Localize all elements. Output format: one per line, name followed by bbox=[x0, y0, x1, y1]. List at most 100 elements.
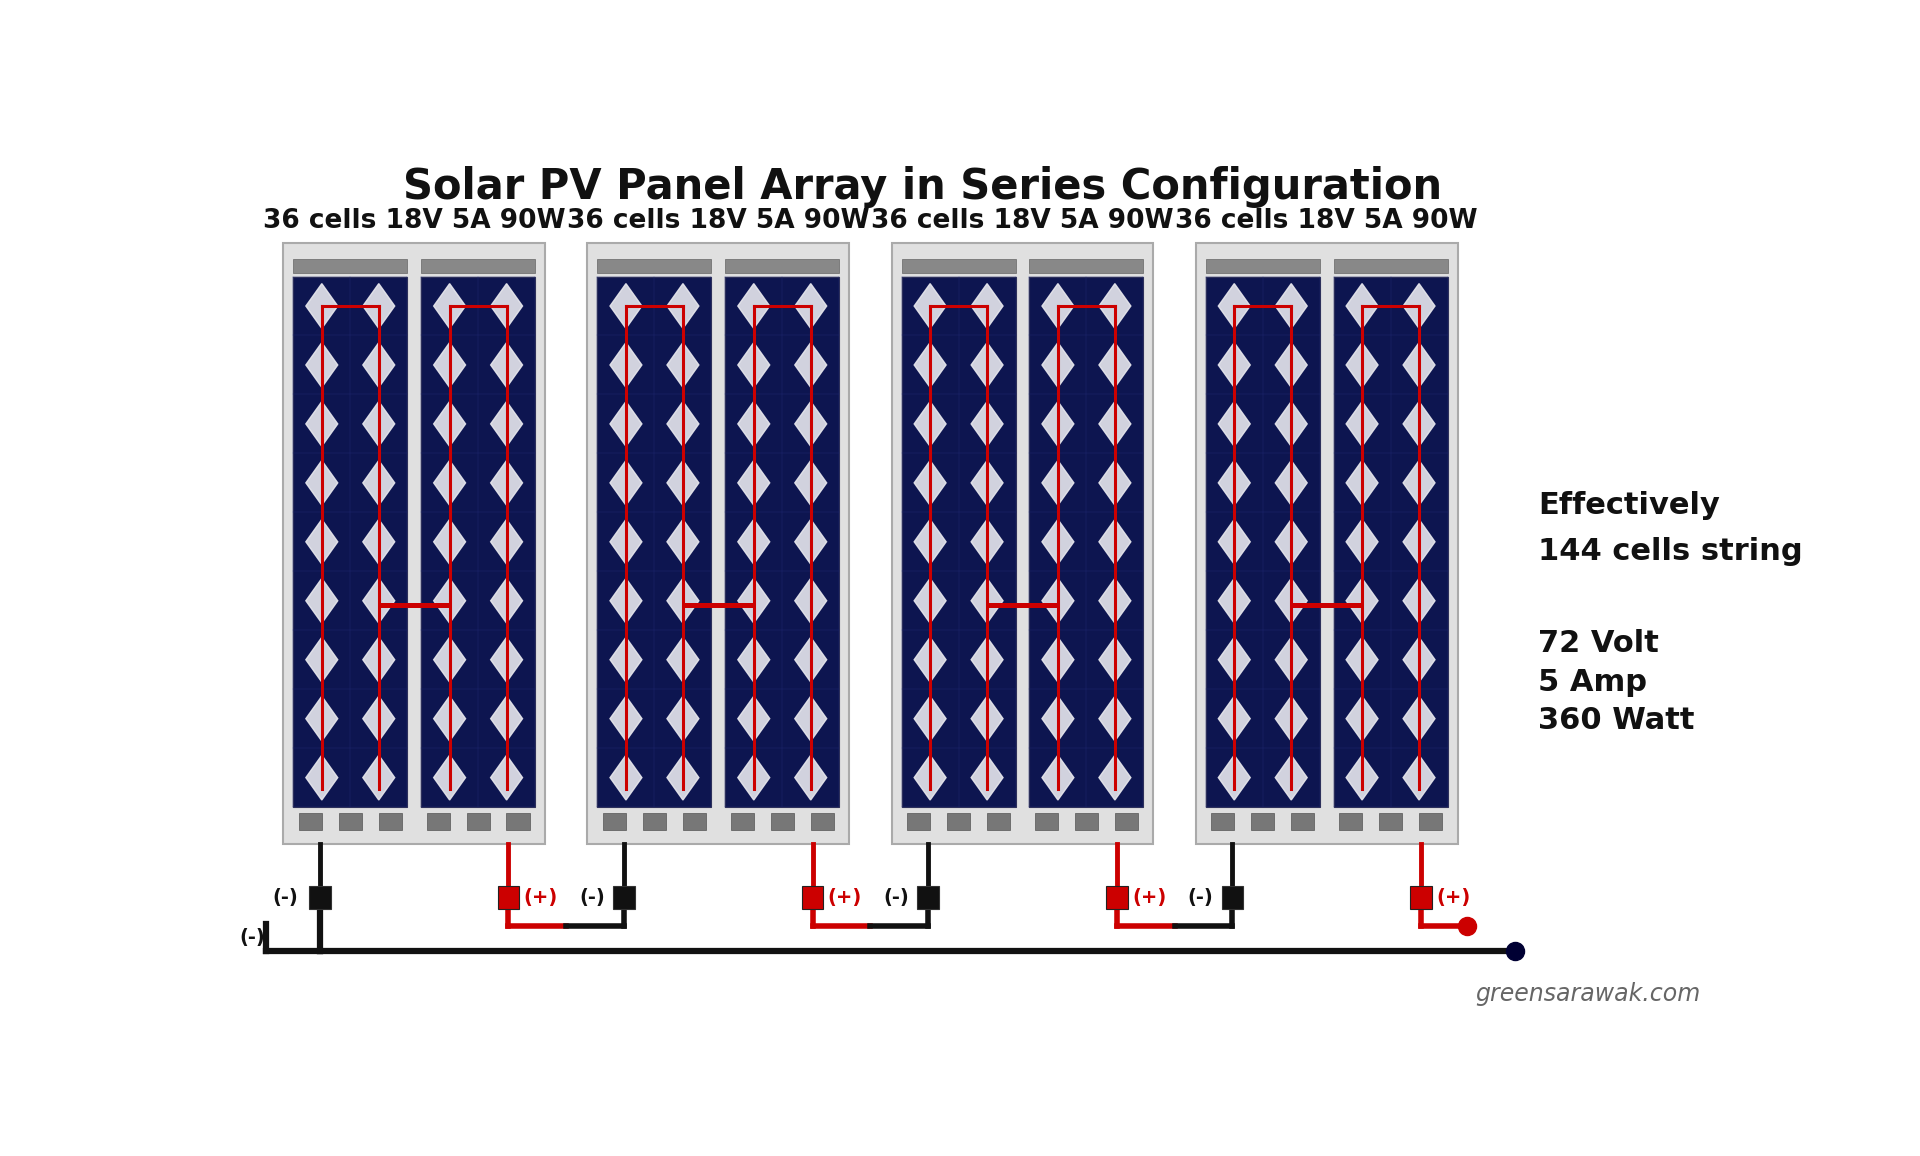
Text: 144 cells string: 144 cells string bbox=[1538, 536, 1803, 566]
Polygon shape bbox=[1404, 578, 1434, 623]
Bar bbox=[507, 813, 530, 830]
Bar bbox=[588, 244, 849, 844]
Bar bbox=[1035, 813, 1058, 830]
Polygon shape bbox=[666, 755, 699, 800]
Polygon shape bbox=[1219, 637, 1250, 682]
Bar bbox=[1334, 276, 1448, 807]
Polygon shape bbox=[1219, 283, 1250, 328]
Polygon shape bbox=[972, 401, 1002, 446]
Text: (+): (+) bbox=[1436, 889, 1471, 907]
Polygon shape bbox=[1043, 755, 1073, 800]
Polygon shape bbox=[434, 696, 465, 741]
Bar bbox=[1379, 813, 1402, 830]
Polygon shape bbox=[1043, 696, 1073, 741]
Polygon shape bbox=[492, 460, 522, 505]
Polygon shape bbox=[1098, 342, 1131, 387]
Polygon shape bbox=[1275, 460, 1308, 505]
Polygon shape bbox=[1404, 755, 1434, 800]
Polygon shape bbox=[1219, 578, 1250, 623]
Text: 36 cells 18V 5A 90W: 36 cells 18V 5A 90W bbox=[263, 208, 566, 235]
Polygon shape bbox=[1098, 755, 1131, 800]
Polygon shape bbox=[1098, 696, 1131, 741]
Polygon shape bbox=[363, 342, 396, 387]
Polygon shape bbox=[434, 342, 465, 387]
Bar bbox=[1252, 813, 1275, 830]
Polygon shape bbox=[363, 637, 396, 682]
Polygon shape bbox=[363, 401, 396, 446]
Polygon shape bbox=[434, 460, 465, 505]
Bar bbox=[612, 887, 636, 910]
Polygon shape bbox=[492, 283, 522, 328]
Polygon shape bbox=[666, 637, 699, 682]
Polygon shape bbox=[666, 519, 699, 564]
Bar bbox=[902, 276, 1016, 807]
Bar bbox=[294, 259, 407, 273]
Polygon shape bbox=[305, 342, 338, 387]
Polygon shape bbox=[1346, 637, 1379, 682]
Polygon shape bbox=[972, 578, 1002, 623]
Polygon shape bbox=[1404, 401, 1434, 446]
Polygon shape bbox=[1098, 637, 1131, 682]
Bar bbox=[378, 813, 401, 830]
Polygon shape bbox=[305, 578, 338, 623]
Polygon shape bbox=[737, 578, 770, 623]
Polygon shape bbox=[795, 401, 828, 446]
Bar bbox=[732, 813, 755, 830]
Polygon shape bbox=[972, 460, 1002, 505]
Polygon shape bbox=[914, 578, 947, 623]
Polygon shape bbox=[1043, 637, 1073, 682]
Text: (+): (+) bbox=[524, 889, 559, 907]
Polygon shape bbox=[1346, 460, 1379, 505]
Polygon shape bbox=[1404, 283, 1434, 328]
Bar bbox=[1029, 259, 1144, 273]
Polygon shape bbox=[611, 401, 641, 446]
Polygon shape bbox=[737, 637, 770, 682]
Polygon shape bbox=[1346, 283, 1379, 328]
Polygon shape bbox=[666, 460, 699, 505]
Text: 5 Amp: 5 Amp bbox=[1538, 668, 1647, 697]
Polygon shape bbox=[1098, 401, 1131, 446]
Polygon shape bbox=[1404, 460, 1434, 505]
Polygon shape bbox=[666, 401, 699, 446]
Bar bbox=[338, 813, 361, 830]
Polygon shape bbox=[1275, 519, 1308, 564]
Polygon shape bbox=[1404, 519, 1434, 564]
Bar bbox=[300, 813, 323, 830]
Bar bbox=[1292, 602, 1361, 608]
Polygon shape bbox=[1346, 578, 1379, 623]
Polygon shape bbox=[363, 696, 396, 741]
Polygon shape bbox=[611, 519, 641, 564]
Polygon shape bbox=[914, 519, 947, 564]
Polygon shape bbox=[914, 342, 947, 387]
Polygon shape bbox=[914, 283, 947, 328]
Bar bbox=[426, 813, 449, 830]
Polygon shape bbox=[1346, 401, 1379, 446]
Polygon shape bbox=[972, 342, 1002, 387]
Bar bbox=[643, 813, 666, 830]
Polygon shape bbox=[1219, 401, 1250, 446]
Polygon shape bbox=[1219, 460, 1250, 505]
Polygon shape bbox=[914, 401, 947, 446]
Polygon shape bbox=[795, 342, 828, 387]
Bar bbox=[726, 259, 839, 273]
Bar bbox=[987, 813, 1010, 830]
Polygon shape bbox=[1275, 637, 1308, 682]
Polygon shape bbox=[492, 342, 522, 387]
Polygon shape bbox=[492, 519, 522, 564]
Polygon shape bbox=[492, 755, 522, 800]
Polygon shape bbox=[1346, 342, 1379, 387]
Polygon shape bbox=[914, 696, 947, 741]
Bar bbox=[1334, 259, 1448, 273]
Polygon shape bbox=[305, 696, 338, 741]
Polygon shape bbox=[1275, 342, 1308, 387]
Polygon shape bbox=[1404, 696, 1434, 741]
Polygon shape bbox=[611, 755, 641, 800]
Polygon shape bbox=[363, 460, 396, 505]
Polygon shape bbox=[972, 637, 1002, 682]
Bar bbox=[420, 276, 536, 807]
Polygon shape bbox=[795, 460, 828, 505]
Polygon shape bbox=[737, 755, 770, 800]
Polygon shape bbox=[611, 578, 641, 623]
Bar bbox=[1116, 813, 1139, 830]
Polygon shape bbox=[1346, 755, 1379, 800]
